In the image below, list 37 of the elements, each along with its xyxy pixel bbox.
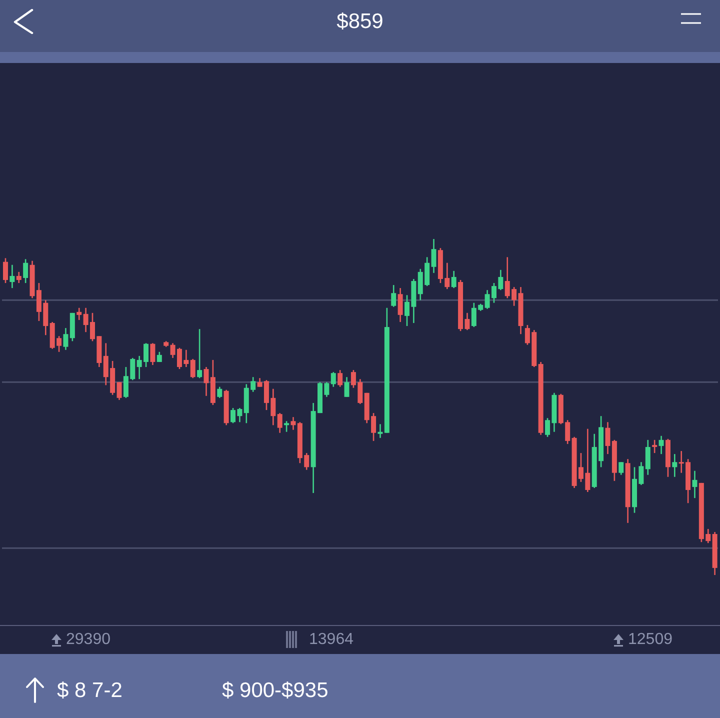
candlestick [284, 420, 290, 433]
candlestick [277, 412, 282, 434]
candlestick [150, 342, 156, 366]
candlestick [204, 366, 209, 397]
candlestick [76, 307, 82, 321]
candlestick [23, 258, 28, 284]
chart-title: $859 [336, 10, 384, 33]
candlestick [431, 239, 436, 274]
candlestick [451, 270, 456, 289]
text: $ 8 7-2 [57, 679, 122, 702]
candlestick [605, 421, 610, 455]
text: 12509 [628, 631, 672, 648]
candlestick [116, 381, 122, 401]
candlestick [63, 327, 68, 351]
candlestick [3, 258, 8, 284]
candlestick [16, 271, 22, 284]
candlestick [338, 369, 343, 388]
candlestick [672, 453, 678, 478]
candlestick [618, 461, 624, 476]
candlestick [344, 376, 350, 398]
candlestick [190, 358, 196, 379]
text: $ 900-$935 [222, 679, 328, 702]
text: 13964 [309, 631, 354, 648]
candlestick [290, 416, 296, 430]
candlestick [658, 435, 664, 455]
candlestick [197, 328, 202, 379]
candlestick [645, 439, 650, 476]
candlestick [217, 386, 222, 399]
candlestick [692, 470, 698, 499]
candlestick [398, 287, 403, 323]
candlestick [391, 284, 396, 308]
candlestick [156, 351, 162, 363]
text: 29390 [66, 631, 110, 648]
candlestick [378, 423, 383, 439]
candlestick [652, 439, 658, 454]
candlestick [330, 371, 336, 388]
candlestick [10, 264, 15, 289]
